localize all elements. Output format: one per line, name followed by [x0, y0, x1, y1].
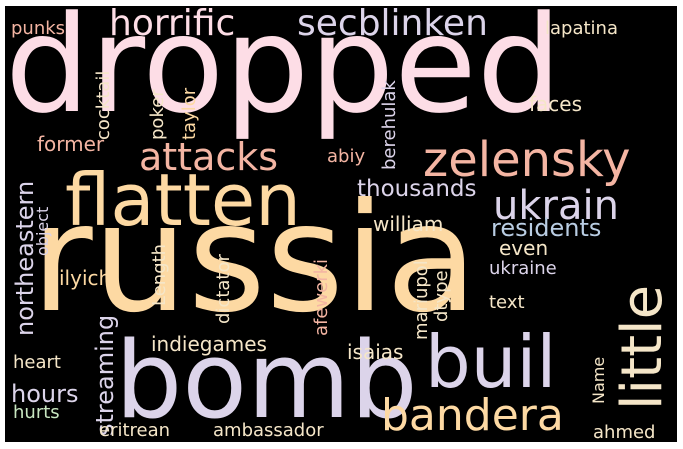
word-length: Length	[149, 243, 170, 306]
word-dtype: dtype	[431, 270, 452, 322]
word-ambassador: ambassador	[213, 420, 324, 441]
word-faces: faces	[529, 92, 583, 116]
word-punks: punks	[11, 18, 66, 39]
word-abiy: abiy	[327, 146, 366, 167]
word-indiegames: indiegames	[151, 332, 267, 356]
word-thousands: thousands	[357, 176, 477, 202]
word-ilyich: ilyich	[59, 266, 112, 290]
word-attacks: attacks	[139, 135, 279, 179]
word-william: william	[373, 212, 444, 236]
word-heart: heart	[13, 352, 61, 373]
word-berehulak: berehulak	[379, 80, 400, 170]
word-northeastern: northeastern	[11, 180, 39, 336]
word-taylor: taylor	[179, 87, 200, 140]
word-ahmed: ahmed	[593, 422, 656, 442]
word-dropped: dropped	[5, 6, 562, 143]
word-afewerki: afewerki	[311, 258, 332, 336]
word-cocktail: cocktail	[93, 70, 114, 140]
word-text: text	[489, 292, 525, 313]
word-hours: hours	[11, 380, 79, 408]
word-object: object	[33, 206, 52, 256]
word-isaias: isaias	[347, 340, 404, 364]
word-bomb: bomb	[115, 319, 418, 442]
word-lapatina: lapatina	[545, 18, 618, 39]
word-bandera: bandera	[381, 390, 564, 441]
word-zelensky: zelensky	[423, 132, 631, 188]
word-ukraine: ukraine	[489, 258, 557, 279]
word-eritrean: eritrean	[99, 420, 171, 441]
word-name: Name	[589, 356, 608, 404]
word-secblinken: secblinken	[297, 6, 488, 44]
word-cloud: dropped russia bomb flatten buil zelensk…	[5, 6, 677, 442]
word-even: even	[499, 236, 549, 260]
word-poker: poker	[147, 89, 168, 140]
word-mariupol: mariupol	[411, 260, 432, 340]
word-russia: russia	[31, 172, 478, 346]
word-dictator: dictator	[213, 254, 234, 324]
word-former: former	[37, 132, 105, 156]
word-ukrain: ukrain	[493, 183, 619, 229]
word-flatten: flatten	[65, 158, 301, 242]
word-horrific: horrific	[109, 6, 236, 44]
word-little: little	[610, 284, 675, 410]
word-streaming: streaming	[91, 314, 119, 436]
word-hurts: hurts	[13, 402, 60, 423]
word-buil: buil	[425, 320, 557, 404]
word-residents: residents	[491, 214, 602, 242]
